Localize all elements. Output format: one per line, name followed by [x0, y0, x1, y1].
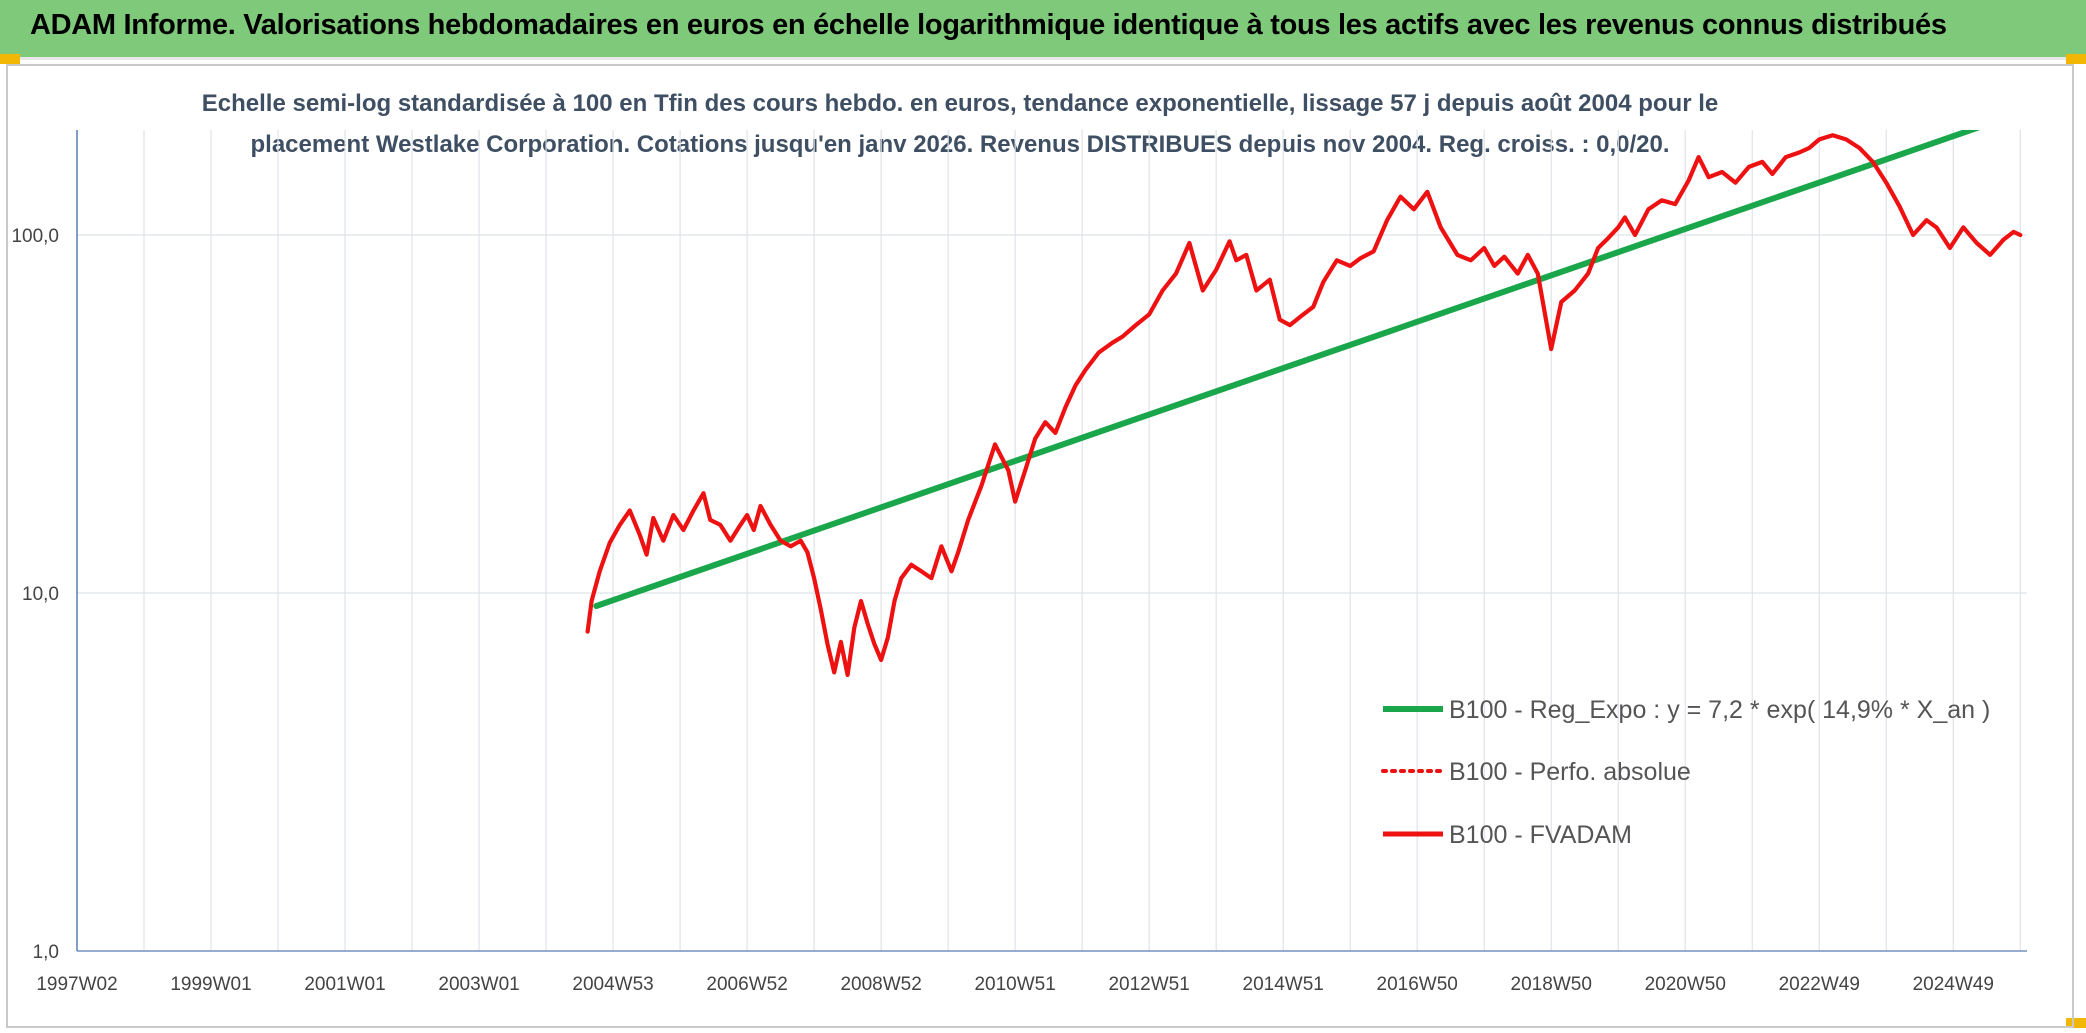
- y-tick-label: 10,0: [22, 584, 59, 605]
- series-line-reg-expo: [593, 130, 1981, 609]
- x-tick-label: 2006W52: [706, 974, 787, 995]
- report-title: ADAM Informe. Valorisations hebdomadaire…: [30, 9, 1947, 41]
- legend-item-reg-expo-label: B100 - Reg_Expo : y = 7,2 * exp( 14,9% *…: [1449, 696, 1990, 724]
- x-tick-label: 2016W50: [1377, 974, 1458, 995]
- x-tick-label: 2018W50: [1511, 974, 1592, 995]
- legend-item-fvadam-label: B100 - FVADAM: [1449, 821, 1632, 849]
- x-tick-label: 1999W01: [170, 974, 251, 995]
- x-tick-label: 2012W51: [1108, 974, 1189, 995]
- chart-subtitle-line1: Echelle semi-log standardisée à 100 en T…: [201, 90, 1719, 117]
- chart-frame: [6, 64, 2074, 1028]
- y-tick-label: 100,0: [11, 226, 59, 247]
- chart-subtitle-line2: placement Westlake Corporation. Cotation…: [250, 131, 1670, 158]
- y-tick-label: 1,0: [33, 942, 59, 963]
- x-tick-label: 2004W53: [572, 974, 653, 995]
- legend: B100 - Reg_Expo : y = 7,2 * exp( 14,9% *…: [1381, 696, 1990, 849]
- x-tick-label: 2022W49: [1779, 974, 1860, 995]
- x-tick-label: 2008W52: [840, 974, 921, 995]
- x-tick-label: 2014W51: [1243, 974, 1324, 995]
- series-group: [585, 130, 2023, 678]
- x-tick-label: 2024W49: [1913, 974, 1994, 995]
- corner-marker-bottom-right: [2066, 1018, 2086, 1028]
- corner-marker-left: [0, 54, 20, 64]
- gridlines: [76, 130, 2027, 952]
- legend-item-perfo-absolue-label: B100 - Perfo. absolue: [1449, 758, 1691, 786]
- x-tick-label: 2010W51: [974, 974, 1055, 995]
- x-tick-label: 1997W02: [36, 974, 117, 995]
- series-line-fvadam: [585, 133, 2023, 678]
- x-tick-label: 2001W01: [304, 974, 385, 995]
- title-banner: ADAM Informe. Valorisations hebdomadaire…: [0, 0, 2086, 60]
- x-tick-label: 2003W01: [438, 974, 519, 995]
- corner-marker-right: [2066, 54, 2086, 64]
- x-tick-label: 2020W50: [1645, 974, 1726, 995]
